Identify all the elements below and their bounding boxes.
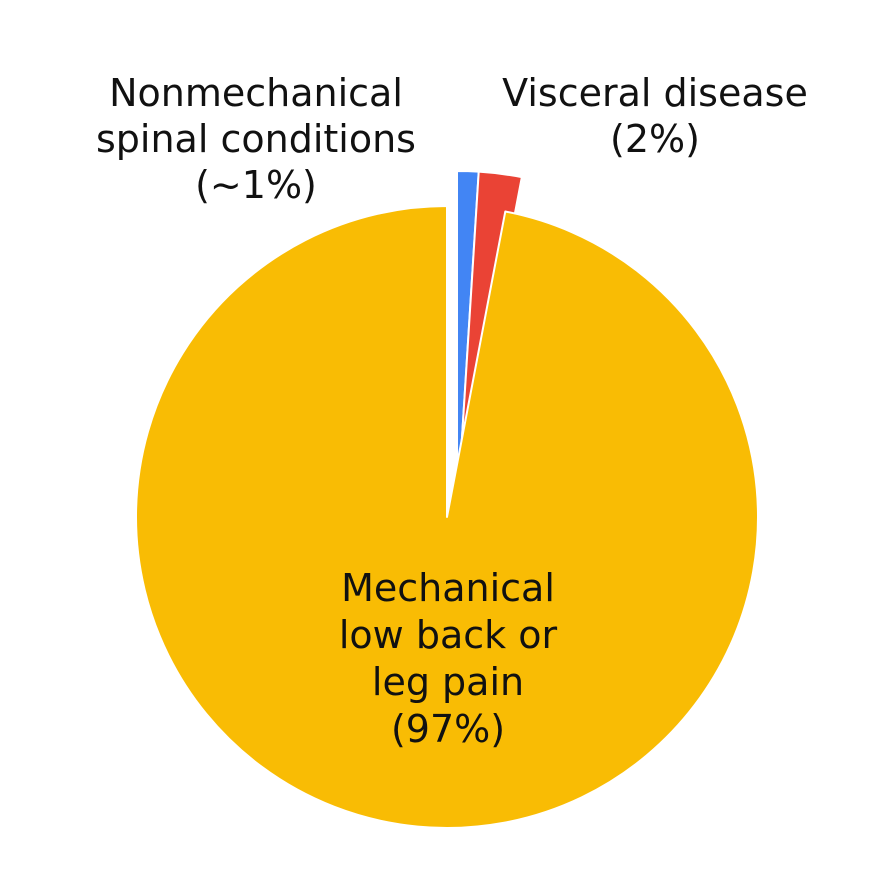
pie-labels: Nonmechanical spinal conditions (~1%) Visce… [96,71,808,751]
slice-label-visceral: Visceral disease (2%) [502,71,808,161]
slice-label-line: low back or [339,613,558,657]
slice-label-line: Mechanical [341,566,555,610]
pie-slice-mechanical [135,205,759,829]
slice-label-line: (~1%) [195,163,317,207]
slice-label-nonmechanical: Nonmechanical spinal conditions (~1%) [96,71,416,207]
pie-slices [135,170,759,829]
slice-label-line: spinal conditions [96,117,416,161]
slice-label-mechanical: Mechanical low back or leg pain (97%) [339,566,558,751]
slice-label-line: (2%) [610,117,700,161]
slice-label-line: Visceral disease [502,71,808,115]
slice-label-line: Nonmechanical [109,71,403,115]
slice-label-line: (97%) [391,707,505,751]
slice-label-line: leg pain [372,660,524,704]
